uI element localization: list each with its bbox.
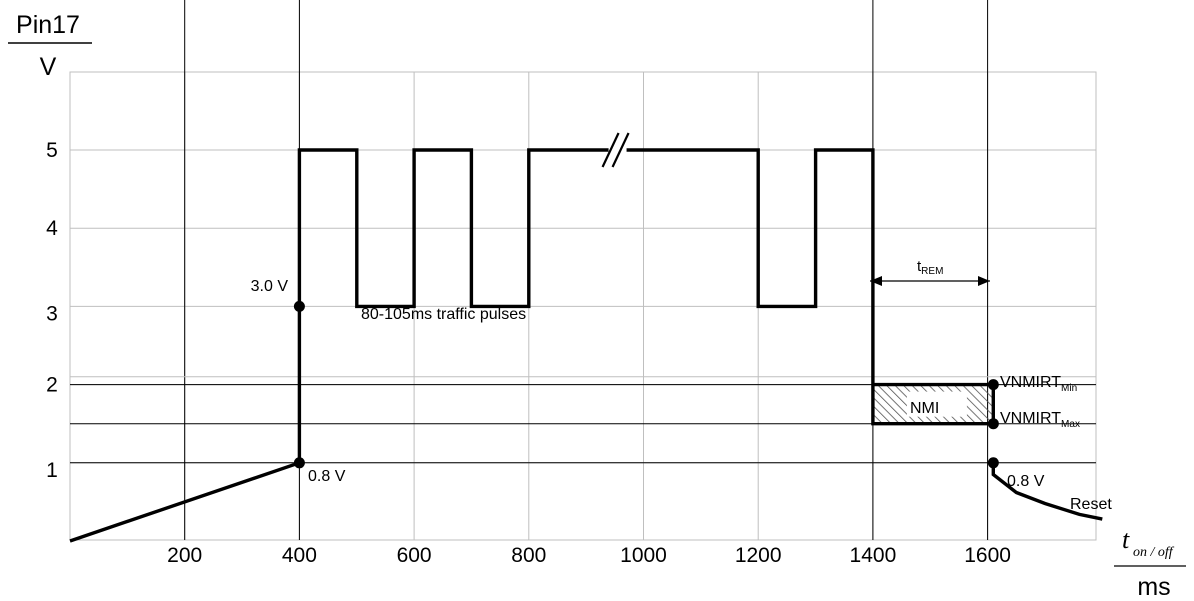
y-axis-label-bottom: V bbox=[40, 53, 57, 81]
annotation-08v-right: 0.8 V bbox=[1007, 473, 1045, 490]
trem-arrow-left-head bbox=[870, 276, 882, 286]
marker-dot-0 bbox=[293, 457, 305, 469]
annotation-nmi: NMI bbox=[910, 400, 939, 417]
series-layer bbox=[69, 132, 1103, 543]
nmi-region bbox=[872, 384, 994, 424]
annotation-traffic-pulses: 80-105ms traffic pulses bbox=[361, 306, 526, 323]
x-tick-label-1600: 1600 bbox=[964, 544, 1011, 567]
vnmirt-min-sub: Min bbox=[1061, 383, 1077, 394]
trem-sub: REM bbox=[921, 266, 943, 277]
annotation-3v: 3.0 V bbox=[251, 278, 289, 295]
y-tick-label-1: 1 bbox=[46, 459, 58, 482]
y-tick-label-5: 5 bbox=[46, 139, 58, 162]
x-tick-label-1000: 1000 bbox=[620, 544, 667, 567]
axis-break-stroke-1 bbox=[601, 132, 620, 168]
annotation-reset: Reset bbox=[1070, 496, 1112, 513]
marker-dot-3 bbox=[987, 418, 999, 430]
x-tick-label-1200: 1200 bbox=[735, 544, 782, 567]
y-tick-label-4: 4 bbox=[46, 217, 58, 240]
x-tick-label-400: 400 bbox=[282, 544, 317, 567]
marker-dot-1 bbox=[293, 300, 305, 312]
y-axis-label-top: Pin17 bbox=[16, 11, 80, 39]
trem-main: t bbox=[917, 258, 922, 275]
marker-dot-2 bbox=[987, 379, 999, 391]
x-axis-label-subscript: on / off bbox=[1133, 545, 1175, 560]
x-tick-label-600: 600 bbox=[397, 544, 432, 567]
vnmirt-min-main: VNMIRT bbox=[1000, 374, 1061, 391]
marker-dot-4 bbox=[987, 457, 999, 469]
x-tick-label-200: 200 bbox=[167, 544, 202, 567]
vnmirt-max-main: VNMIRT bbox=[1000, 410, 1061, 427]
x-tick-label-1400: 1400 bbox=[850, 544, 897, 567]
nmi-label-box bbox=[906, 391, 967, 417]
annotation-08v-left: 0.8 V bbox=[308, 468, 346, 485]
vnmirt-max-sub: Max bbox=[1061, 419, 1080, 430]
x-axis-label-t: t bbox=[1122, 525, 1130, 554]
x-axis-label-unit: ms bbox=[1137, 573, 1170, 601]
annotation-vnmirt-max: VNMIRTMax bbox=[1000, 410, 1080, 430]
trem-arrow bbox=[870, 276, 990, 286]
series-line-1 bbox=[991, 462, 1103, 521]
x-tick-label-800: 800 bbox=[511, 544, 546, 567]
tick-labels: 200 400 600 800 1000 1200 1400 1600 1 2 3 4 5 bbox=[46, 139, 1011, 567]
y-tick-label-3: 3 bbox=[46, 302, 58, 325]
annotation-vnmirt-min: VNMIRTMin bbox=[1000, 374, 1077, 394]
axis-break-stroke-2 bbox=[611, 132, 630, 168]
y-tick-label-2: 2 bbox=[46, 374, 58, 397]
marker-layer bbox=[293, 300, 999, 469]
annotation-trem: tREM bbox=[917, 258, 943, 277]
series-line-0 bbox=[69, 148, 995, 543]
trem-arrow-right-head bbox=[978, 276, 990, 286]
